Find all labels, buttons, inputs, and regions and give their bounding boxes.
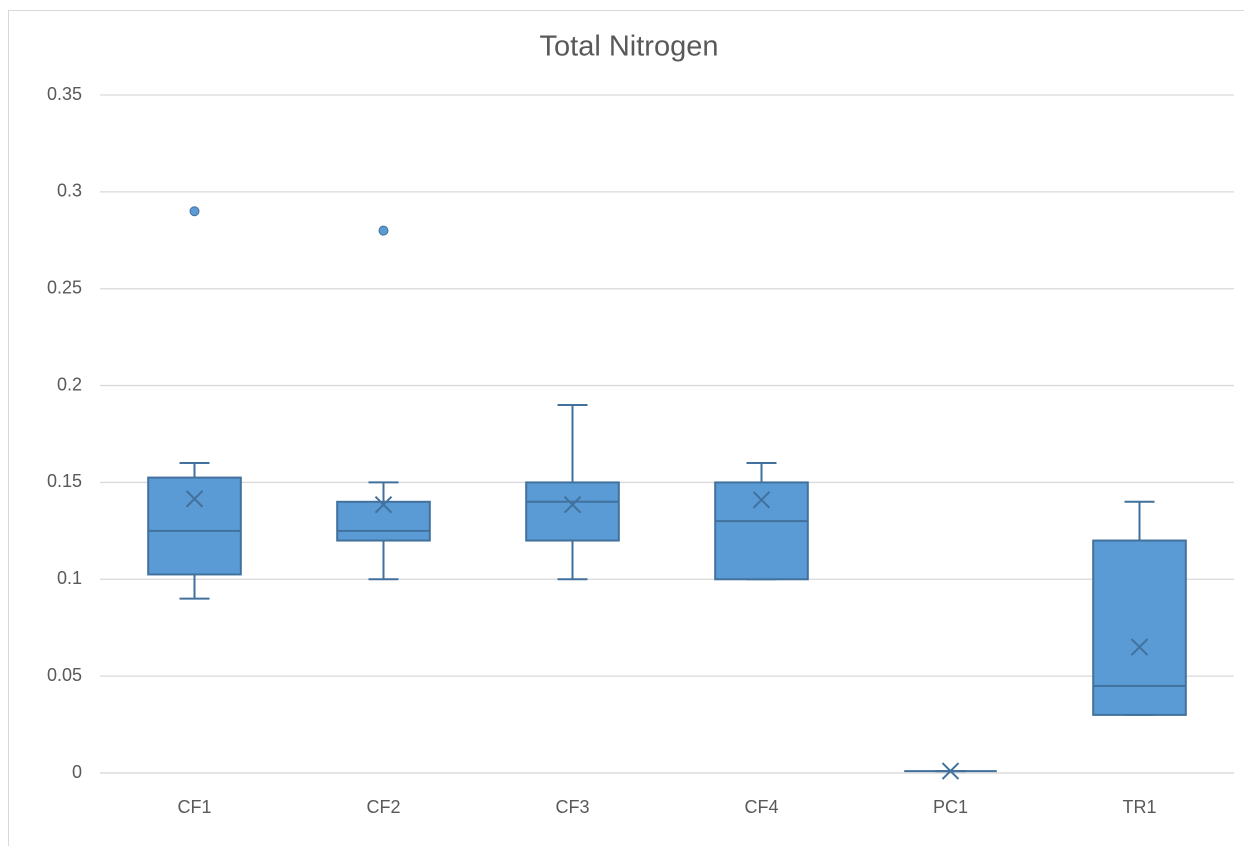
- y-tick-label: 0.3: [57, 181, 82, 201]
- chart-border: [8, 10, 1244, 846]
- y-tick-label: 0.25: [47, 277, 82, 297]
- y-tick-label: 0.2: [57, 374, 82, 394]
- box: [714, 481, 809, 581]
- mean-marker: [752, 491, 771, 509]
- x-tick-label: PC1: [933, 797, 968, 817]
- outlier: [189, 206, 200, 217]
- x-tick-label: CF4: [744, 797, 778, 817]
- mean-marker: [185, 490, 204, 508]
- x-tick-label: CF1: [177, 797, 211, 817]
- y-tick-label: 0.05: [47, 665, 82, 685]
- mean-marker: [941, 762, 960, 780]
- box: [1092, 539, 1187, 716]
- box: [147, 476, 242, 576]
- box: [336, 500, 431, 542]
- x-tick-label: TR1: [1122, 797, 1156, 817]
- y-tick-label: 0: [72, 762, 82, 782]
- chart-title: Total Nitrogen: [540, 31, 719, 63]
- mean-marker: [1130, 638, 1149, 656]
- x-tick-label: CF2: [366, 797, 400, 817]
- outlier: [378, 225, 389, 236]
- y-tick-label: 0.35: [47, 84, 82, 104]
- x-tick-label: CF3: [555, 797, 589, 817]
- mean-marker: [563, 495, 582, 514]
- y-tick-label: 0.15: [47, 471, 82, 491]
- y-tick-label: 0.1: [57, 568, 82, 588]
- box: [525, 481, 620, 542]
- mean-marker: [374, 495, 393, 514]
